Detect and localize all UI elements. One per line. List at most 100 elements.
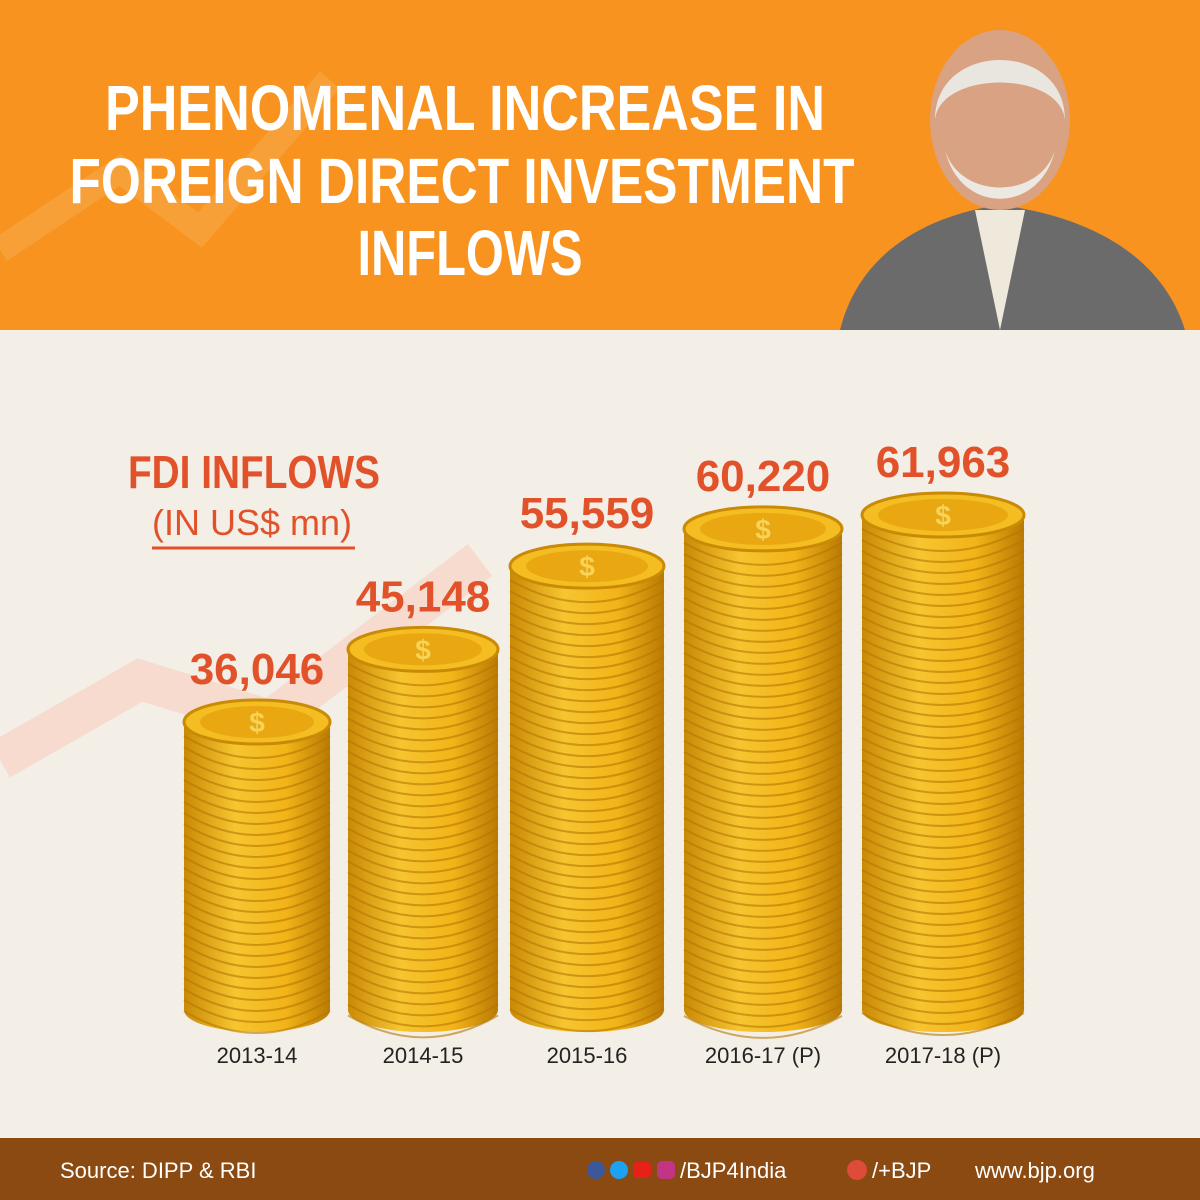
- coin-ridge: [509, 755, 665, 780]
- coin-ridge: [347, 904, 499, 929]
- social-icons: [587, 1160, 867, 1180]
- coin-ridge: [861, 704, 1025, 728]
- coin-ridge: [347, 728, 499, 753]
- coin-ridge: [683, 817, 843, 841]
- x-tick-label: 2016-17 (P): [705, 1043, 821, 1068]
- coin-ridge: [861, 957, 1025, 981]
- coin-ridge: [509, 854, 665, 879]
- coin-ridge: [509, 788, 665, 813]
- coin-ridge: [861, 561, 1025, 585]
- coin-ridge: [683, 586, 843, 610]
- coin-ridge: [861, 627, 1025, 651]
- coin-ridge: [347, 959, 499, 984]
- coin-ridge: [183, 735, 331, 759]
- coin-ridge: [509, 843, 665, 868]
- coin-ridge: [683, 762, 843, 786]
- coin-ridge: [683, 641, 843, 665]
- x-tick-label: 2014-15: [383, 1043, 464, 1068]
- header-decoration: [0, 71, 340, 261]
- coin-ridge: [683, 729, 843, 753]
- coin-ridge: [509, 898, 665, 923]
- coin-ridge: [683, 949, 843, 973]
- coin-ridge: [683, 663, 843, 687]
- coin-ridge: [861, 880, 1025, 904]
- coin-ridge: [347, 926, 499, 951]
- bar: [684, 528, 842, 1010]
- bar-bottom: [862, 988, 1024, 1032]
- coin-symbol: $: [755, 514, 771, 545]
- coin-ridge: [183, 955, 331, 979]
- coin-ridge: [509, 689, 665, 714]
- coin-symbol: $: [249, 707, 265, 738]
- title-line: PHENOMENAL INCREASE IN: [105, 72, 825, 144]
- coin-ridge: [509, 711, 665, 736]
- bar-bottom: [184, 988, 330, 1032]
- coin-ridge: [509, 766, 665, 791]
- coin-ridge: [509, 953, 665, 978]
- coin-ridge: [347, 684, 499, 709]
- title-line: FOREIGN DIRECT INVESTMENT: [70, 145, 855, 217]
- source: Source: DIPP & RBI: [60, 1158, 256, 1183]
- website: www.bjp.org: [974, 1158, 1095, 1183]
- coin-ridge: [683, 850, 843, 874]
- coin-ridge: [683, 575, 843, 599]
- coin-ridge: [861, 715, 1025, 739]
- coin-ridge: [861, 1001, 1025, 1025]
- coin-ridge: [509, 777, 665, 802]
- coin-ridge: [861, 616, 1025, 640]
- coin-ridge: [509, 986, 665, 1011]
- coin-ridge: [347, 750, 499, 775]
- x-tick-label: 2013-14: [217, 1043, 298, 1068]
- coin-ridge: [683, 960, 843, 984]
- value-label: 60,220: [696, 452, 831, 501]
- coin-ridge: [509, 1008, 665, 1033]
- coin-ridge: [683, 718, 843, 742]
- coin-ridge: [683, 916, 843, 940]
- coin-ridge: [509, 909, 665, 934]
- coin-ridge: [683, 806, 843, 830]
- coin-ridge: [347, 1014, 499, 1039]
- bar: [348, 649, 498, 1010]
- coin-ridge: [861, 891, 1025, 915]
- coin-ridge: [861, 913, 1025, 937]
- coin-ridge: [683, 971, 843, 995]
- coin-ridge: [183, 845, 331, 869]
- coin-ridge: [347, 772, 499, 797]
- coin-ridge: [509, 810, 665, 835]
- coin-ridge: [183, 757, 331, 781]
- coin-ridge: [509, 997, 665, 1022]
- coin-ridge: [861, 847, 1025, 871]
- coin-ridge: [861, 858, 1025, 882]
- coin-ridge: [183, 900, 331, 924]
- coin-ridge: [683, 619, 843, 643]
- coin-ridge: [509, 667, 665, 692]
- coin-ridge: [683, 784, 843, 808]
- coin-ridge: [861, 638, 1025, 662]
- coin-ridge: [347, 838, 499, 863]
- coin-ridge: [509, 942, 665, 967]
- coin-ridge: [509, 612, 665, 637]
- chart-subtitle: FDI INFLOWS: [128, 446, 380, 498]
- coin-ridge: [683, 740, 843, 764]
- bar: [862, 515, 1024, 1010]
- coin-ridge: [683, 696, 843, 720]
- unit-label: (IN US$ mn): [152, 502, 352, 543]
- coin-ridge: [347, 783, 499, 808]
- coin-face: [878, 499, 1008, 531]
- coin-ridge: [683, 938, 843, 962]
- coin-ridge: [861, 814, 1025, 838]
- coin-ridge: [509, 678, 665, 703]
- coin-ridge: [509, 722, 665, 747]
- coin-ridge: [683, 674, 843, 698]
- coin-ridge: [683, 795, 843, 819]
- coin-ridge: [347, 970, 499, 995]
- coin-ridge: [861, 935, 1025, 959]
- coin-ridge: [509, 744, 665, 769]
- coin-ridge: [347, 695, 499, 720]
- coin-ridge: [683, 652, 843, 676]
- coin-symbol: $: [935, 500, 951, 531]
- coin-ridge: [861, 770, 1025, 794]
- coin-ridge: [347, 992, 499, 1017]
- coin-ridge: [861, 682, 1025, 706]
- coin-ridge: [509, 821, 665, 846]
